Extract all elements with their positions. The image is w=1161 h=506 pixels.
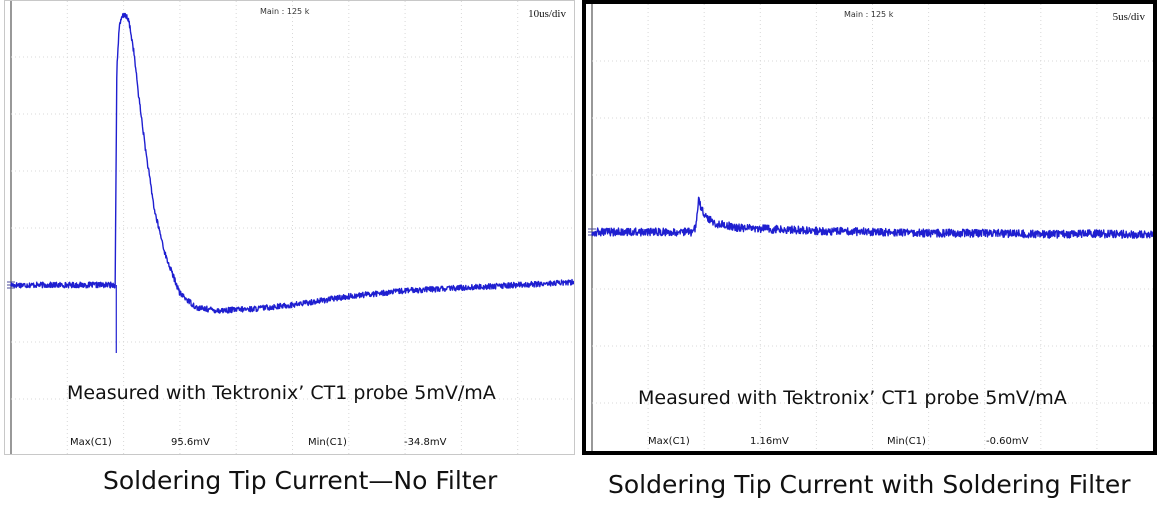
waveform-plot-with-filter [588,4,1153,451]
min-label: Min(C1) [887,436,926,447]
caption-no-filter: Soldering Tip Current—No Filter [103,466,498,495]
timebase-main-label: Main : 125 k [260,7,310,16]
max-value: 1.16mV [750,436,789,447]
time-per-div-label: 10us/div [528,8,566,20]
caption-with-filter: Soldering Tip Current with Soldering Fil… [608,470,1131,499]
max-label: Max(C1) [648,436,690,447]
timebase-main-label: Main : 125 k [844,10,894,19]
waveform-plot-no-filter [7,1,574,454]
time-per-div-label: 5us/div [1112,11,1145,23]
scope-no-filter: Main : 125 k 10us/div Measured with Tekt… [4,0,575,455]
min-label: Min(C1) [308,437,347,448]
grid [592,4,1153,451]
probe-annotation: Measured with Tektronix’ CT1 probe 5mV/m… [67,382,496,404]
waveform-trace-with-filter [591,196,1153,239]
max-label: Max(C1) [70,437,112,448]
max-value: 95.6mV [171,437,210,448]
waveform-trace-no-filter [10,12,574,314]
min-value: -34.8mV [404,437,447,448]
scope-with-filter: Main : 125 k 5us/div Measured with Tektr… [582,0,1157,455]
probe-annotation: Measured with Tektronix’ CT1 probe 5mV/m… [638,387,1067,409]
min-value: -0.60mV [986,436,1029,447]
